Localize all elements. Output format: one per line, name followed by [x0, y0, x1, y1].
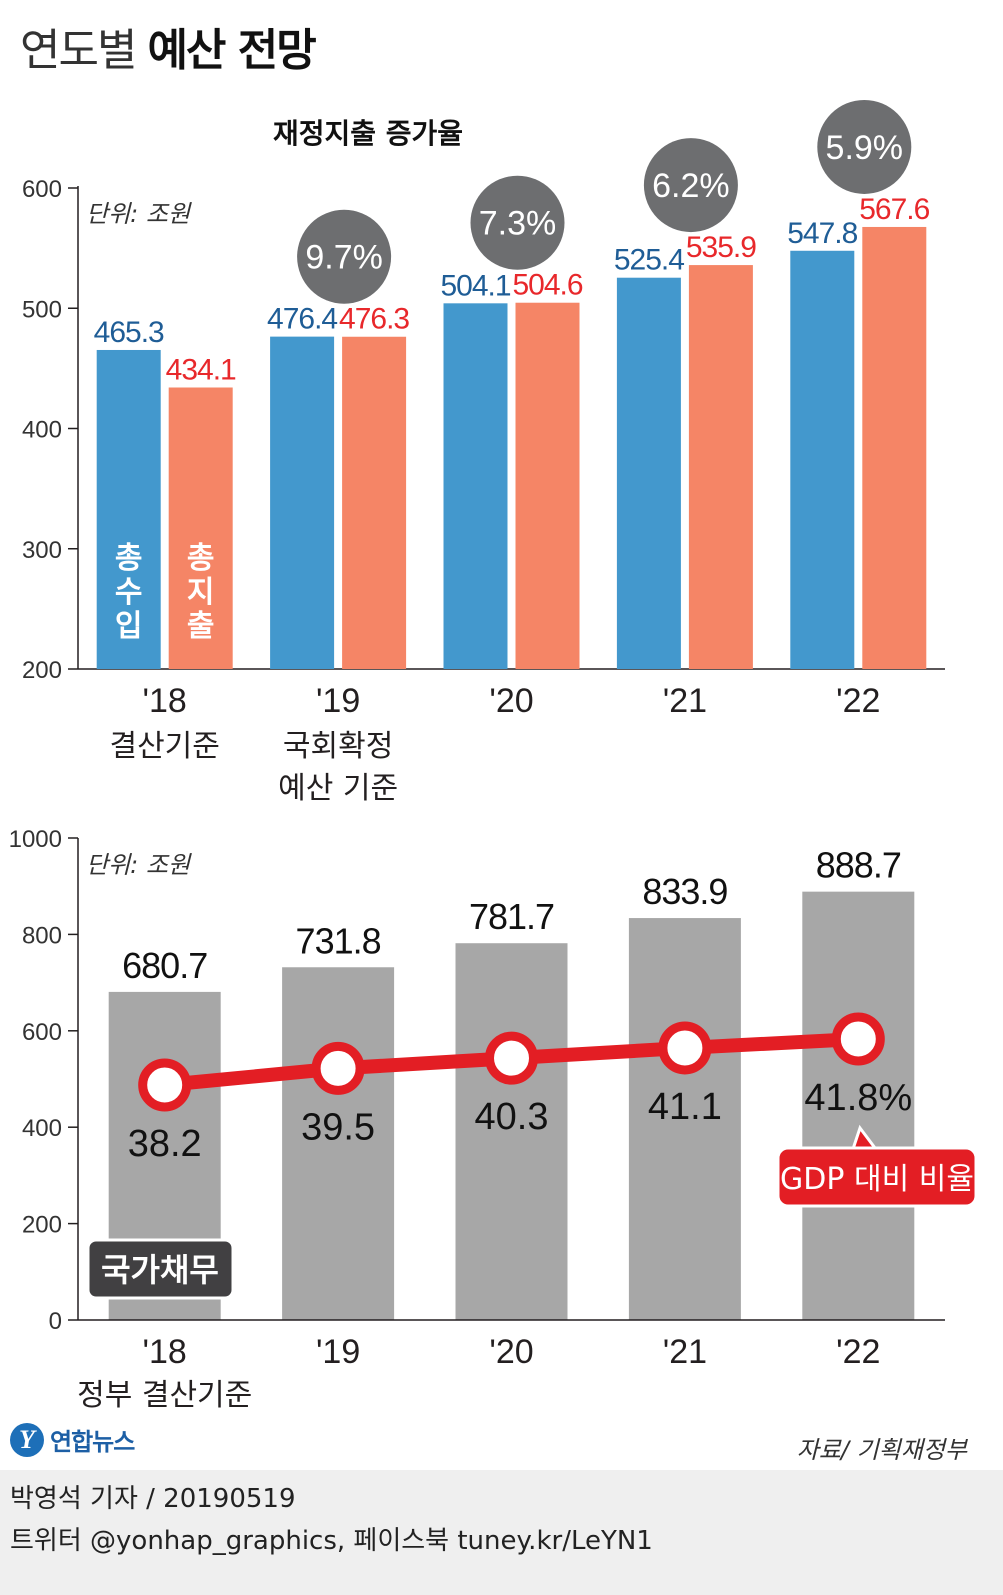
growth-bubble-1	[297, 209, 392, 304]
debt-series-tag-bg	[86, 1238, 235, 1300]
expenditure-bar-1	[342, 336, 407, 669]
debt-x-tick-label-4: '22	[836, 1333, 880, 1371]
revenue-value-label-3: 525.4	[614, 244, 684, 277]
gdp-ratio-point-4	[831, 1012, 885, 1066]
expenditure-value-label-3: 535.9	[686, 231, 756, 264]
revenue-value-label-0: 465.3	[94, 316, 164, 349]
x-sublabel-0-0: 결산기준	[109, 729, 219, 764]
expenditure-value-label-1: 476.3	[339, 303, 409, 336]
expenditure-bar-2	[515, 302, 580, 669]
debt-y-tick-label-5: 1000	[9, 826, 62, 853]
revenue-series-label-char-2: 입	[115, 609, 143, 644]
debt-bar-3	[628, 918, 741, 1320]
y-tick-label-2: 400	[22, 417, 62, 444]
growth-bubble-4	[817, 99, 912, 194]
gdp-ratio-point-0	[138, 1058, 192, 1112]
revenue-value-label-4: 547.8	[787, 217, 857, 250]
gdp-ratio-line	[157, 1032, 866, 1092]
debt-value-label-2: 781.7	[469, 896, 554, 937]
expenditure-bar-4	[862, 226, 927, 669]
expenditure-series-label-char-0: 총	[187, 541, 215, 576]
x-sublabel-1-1: 예산 기준	[278, 771, 398, 806]
debt-x-tick-label-1: '19	[316, 1333, 360, 1371]
chart2-unit-label: 단위: 조원	[86, 851, 192, 879]
revenue-value-label-2: 504.1	[440, 269, 510, 302]
debt-value-label-4: 888.7	[816, 845, 901, 886]
x-tick-label-4: '22	[836, 682, 880, 720]
x-sublabel-1-0: 국회확정	[283, 729, 393, 764]
page-title-bold: 예산 전망	[147, 25, 316, 76]
expenditure-bar-0	[168, 387, 233, 669]
gdp-ratio-callout-bg	[776, 1146, 978, 1208]
expenditure-value-label-0: 434.1	[166, 353, 236, 386]
debt-x-sublabel-0-0: 정부 결산기준	[77, 1378, 252, 1413]
gdp-ratio-label-3: 41.1	[648, 1086, 722, 1128]
footer-background	[0, 1470, 1003, 1595]
growth-rate-label-3: 6.2%	[652, 167, 730, 205]
debt-value-label-0: 680.7	[122, 945, 207, 986]
gdp-ratio-label-0: 38.2	[128, 1123, 202, 1165]
debt-series-tag: 국가채무	[101, 1251, 219, 1289]
revenue-series-label-char-0: 총	[115, 541, 143, 576]
debt-y-tick-label-3: 600	[22, 1019, 62, 1046]
growth-bubble-3	[643, 138, 738, 233]
revenue-bar-0	[96, 349, 161, 669]
chart1-unit-label: 단위: 조원	[86, 200, 192, 228]
revenue-value-label-1: 476.4	[267, 303, 337, 336]
gdp-ratio-callout-pointer	[849, 1124, 881, 1154]
revenue-bar-4	[790, 250, 855, 669]
growth-rate-label-1: 9.7%	[305, 239, 383, 277]
yonhap-logo-text: 연합뉴스	[50, 1428, 135, 1456]
debt-bar-2	[455, 943, 568, 1320]
x-tick-label-2: '20	[489, 682, 533, 720]
revenue-series-label-char-1: 수	[115, 575, 143, 610]
x-tick-label-0: '18	[143, 682, 187, 720]
gdp-ratio-callout-label: GDP 대비 비율	[780, 1162, 974, 1197]
y-tick-label-4: 600	[22, 176, 62, 203]
debt-x-tick-label-2: '20	[489, 1333, 533, 1371]
gdp-ratio-label-1: 39.5	[301, 1106, 375, 1148]
page-title-light: 연도별	[20, 25, 137, 76]
x-tick-label-3: '21	[663, 682, 707, 720]
expenditure-series-label-char-1: 지	[187, 575, 215, 610]
social-links: 트위터 @yonhap_graphics, 페이스북 tuney.kr/LeYN…	[10, 1526, 653, 1556]
y-tick-label-0: 200	[22, 657, 62, 684]
debt-y-tick-label-2: 400	[22, 1115, 62, 1142]
debt-y-tick-label-1: 200	[22, 1212, 62, 1239]
growth-rate-label-2: 7.3%	[479, 205, 557, 243]
revenue-bar-1	[270, 336, 335, 669]
chart1-title: 재정지출 증가율	[273, 117, 463, 150]
gdp-ratio-point-3	[658, 1021, 712, 1075]
debt-value-label-3: 833.9	[642, 871, 727, 912]
debt-x-tick-label-0: '18	[143, 1333, 187, 1371]
expenditure-bar-3	[688, 265, 753, 669]
debt-y-tick-label-4: 800	[22, 922, 62, 949]
expenditure-series-label-char-2: 출	[187, 609, 215, 644]
debt-bar-4	[802, 891, 915, 1320]
expenditure-value-label-2: 504.6	[512, 269, 582, 302]
yonhap-logo-icon: Y	[10, 1422, 44, 1457]
gdp-ratio-label-2: 40.3	[475, 1096, 549, 1138]
debt-bar-0	[108, 991, 221, 1320]
revenue-bar-3	[616, 277, 681, 669]
debt-y-tick-label-0: 0	[49, 1308, 62, 1335]
x-tick-label-1: '19	[316, 682, 360, 720]
page-title: 연도별 예산 전망	[20, 14, 317, 78]
growth-rate-label-4: 5.9%	[826, 129, 904, 167]
y-tick-label-3: 500	[22, 296, 62, 323]
y-tick-label-1: 300	[22, 537, 62, 564]
debt-bar-1	[282, 967, 395, 1320]
gdp-ratio-label-4: 41.8%	[804, 1077, 912, 1119]
expenditure-value-label-4: 567.6	[859, 193, 929, 226]
byline: 박영석 기자 / 20190519	[10, 1484, 296, 1514]
source-credit: 자료/ 기획재정부	[796, 1436, 967, 1464]
debt-x-tick-label-3: '21	[663, 1333, 707, 1371]
gdp-ratio-point-2	[485, 1031, 538, 1085]
debt-value-label-1: 731.8	[296, 920, 381, 961]
gdp-ratio-point-1	[311, 1041, 365, 1095]
revenue-bar-2	[443, 303, 508, 669]
growth-bubble-2	[470, 175, 565, 270]
yonhap-logo: Y 연합뉴스	[10, 1422, 135, 1457]
